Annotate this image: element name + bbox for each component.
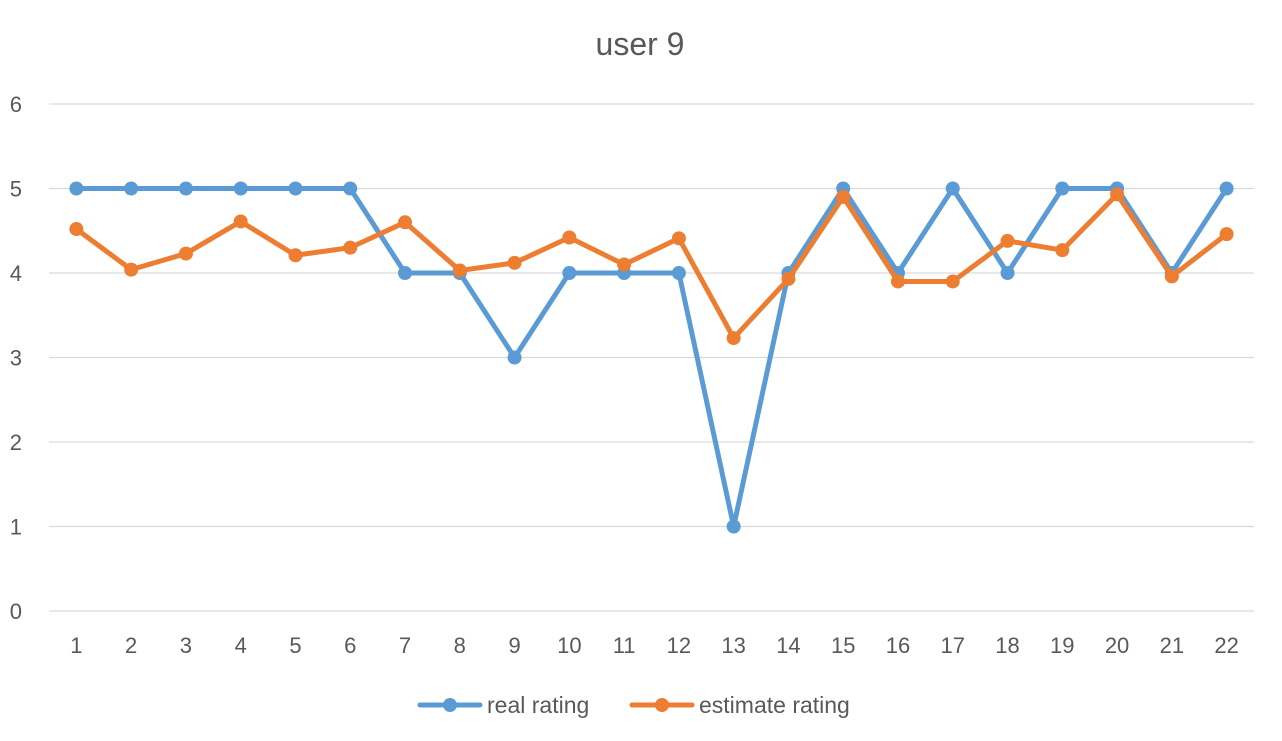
x-axis-ticks: 1 2 3 4 5 6 7 8 9 10 11 12 13 14 15 16 17 18 19 20 21 22 xyxy=(70,633,1239,658)
legend-swatch-marker xyxy=(655,698,669,712)
y-tick-label: 3 xyxy=(10,346,22,371)
data-point xyxy=(1000,266,1015,280)
data-point xyxy=(69,222,84,237)
x-tick-label: 1 xyxy=(70,633,82,658)
legend: real rating estimate rating xyxy=(417,692,850,718)
y-tick-label: 5 xyxy=(10,177,22,202)
series-line xyxy=(73,186,1230,529)
x-tick-label: 4 xyxy=(235,633,247,658)
x-tick-label: 21 xyxy=(1160,633,1184,658)
data-point xyxy=(1055,181,1070,196)
x-tick-label: 17 xyxy=(941,633,965,658)
series-layer xyxy=(69,181,1234,534)
data-point xyxy=(398,266,413,280)
y-tick-label: 2 xyxy=(10,430,22,455)
data-point xyxy=(1000,233,1015,248)
x-tick-label: 9 xyxy=(508,633,520,658)
data-point xyxy=(1055,243,1070,258)
y-axis-ticks: 0 1 2 3 4 5 6 xyxy=(10,92,22,624)
x-tick-label: 11 xyxy=(613,633,636,658)
data-point xyxy=(1219,227,1234,242)
data-point xyxy=(562,230,577,245)
data-point xyxy=(1164,269,1179,284)
data-point xyxy=(671,266,686,280)
legend-label: estimate rating xyxy=(699,692,850,718)
legend-label: real rating xyxy=(487,692,589,718)
x-tick-label: 20 xyxy=(1105,633,1129,658)
x-tick-label: 7 xyxy=(399,633,411,658)
x-tick-label: 12 xyxy=(667,633,691,658)
y-tick-label: 6 xyxy=(10,92,22,117)
chart-title: user 9 xyxy=(596,26,685,62)
data-point xyxy=(288,248,303,263)
x-tick-label: 5 xyxy=(289,633,301,658)
x-tick-label: 10 xyxy=(557,633,581,658)
series-estimate-rating xyxy=(69,187,1234,346)
x-tick-label: 18 xyxy=(995,633,1019,658)
gridlines xyxy=(49,103,1254,612)
data-point xyxy=(1110,187,1125,202)
data-point xyxy=(398,215,413,230)
x-tick-label: 13 xyxy=(721,633,745,658)
data-point xyxy=(945,181,960,196)
x-tick-label: 14 xyxy=(776,633,800,658)
x-tick-label: 15 xyxy=(831,633,855,658)
series-real-rating xyxy=(69,181,1234,534)
series-line xyxy=(73,191,1230,341)
data-point xyxy=(1219,181,1234,196)
x-tick-label: 3 xyxy=(180,633,192,658)
data-point xyxy=(507,350,522,365)
y-tick-label: 0 xyxy=(10,599,22,624)
x-tick-label: 6 xyxy=(344,633,356,658)
data-point xyxy=(617,257,632,272)
data-point xyxy=(945,274,960,289)
data-point xyxy=(452,263,467,278)
data-point xyxy=(178,181,193,196)
x-tick-label: 16 xyxy=(886,633,910,658)
data-point xyxy=(178,246,193,261)
y-tick-label: 4 xyxy=(10,261,22,286)
data-point xyxy=(781,271,796,286)
data-point xyxy=(726,331,741,346)
data-point xyxy=(507,255,522,270)
data-point xyxy=(233,181,248,196)
data-point xyxy=(69,181,84,196)
data-point xyxy=(233,214,248,229)
data-point xyxy=(836,189,851,204)
data-point xyxy=(124,181,139,196)
legend-item: real rating xyxy=(417,692,589,718)
data-point xyxy=(343,240,358,255)
data-point xyxy=(890,274,905,289)
data-point xyxy=(124,262,139,277)
data-point xyxy=(726,519,741,534)
x-tick-label: 2 xyxy=(125,633,137,658)
x-tick-label: 8 xyxy=(454,633,466,658)
x-tick-label: 22 xyxy=(1214,633,1238,658)
data-point xyxy=(288,181,303,196)
data-point xyxy=(671,231,686,246)
y-tick-label: 1 xyxy=(10,515,22,540)
legend-item: estimate rating xyxy=(629,692,850,718)
data-point xyxy=(562,266,577,280)
data-point xyxy=(343,181,358,196)
x-tick-label: 19 xyxy=(1050,633,1074,658)
legend-swatch-marker xyxy=(443,698,457,712)
